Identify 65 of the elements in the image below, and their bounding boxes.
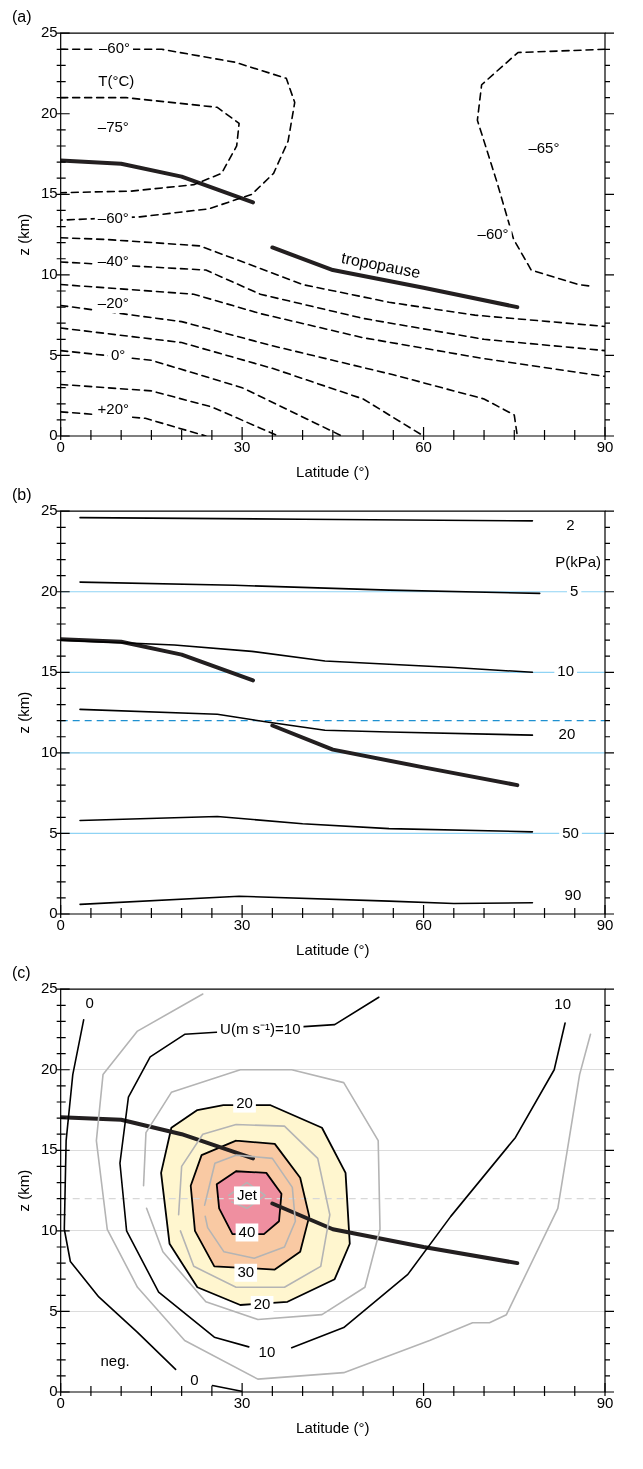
x-tick-label: 30 [233,916,251,934]
annotation: 20 [253,1295,271,1313]
annotation: 10 [557,662,575,680]
annotation: 10 [258,1343,276,1361]
annotation: –65° [528,139,560,157]
text: tropopause [340,249,422,282]
annotation: –40° [97,252,129,270]
annotation: 5 [569,581,579,599]
y-tick-label: 20 [41,581,58,599]
y-tick-label: 15 [41,1140,58,1158]
annotation: 90 [564,885,582,903]
annotation: 20 [558,725,576,743]
y-tick-label: 25 [41,501,58,519]
x-tick-label: 60 [415,916,432,934]
x-axis-title: Latitude (°) [296,463,370,481]
annotation: 0 [190,1370,199,1388]
annotation: 0° [110,345,126,363]
chart-title: (c) [12,964,31,982]
x-axis-title: Latitude (°) [296,1419,370,1437]
y-tick-label: 5 [49,823,58,841]
x-tick-label: 30 [233,438,251,456]
y-tick-label: 0 [49,904,58,922]
x-tick-label: 90 [596,916,614,934]
annotation: 20 [236,1093,253,1111]
y-tick-label: 20 [41,103,58,121]
y-tick-label: 25 [41,979,58,997]
annotation: –60° [477,224,509,242]
y-tick-label: 15 [41,184,58,202]
x-tick-label: 60 [415,438,432,456]
x-tick-label: 90 [596,438,614,456]
annotation: U(m s⁻¹)=10 [220,1019,301,1037]
y-axis-title: z (km) [15,213,33,256]
annotation: –20° [97,294,129,312]
x-tick-label: 60 [415,1394,432,1412]
annotation: 30 [237,1262,255,1280]
annotation: –75° [97,118,129,136]
y-tick-label: 5 [49,345,58,363]
y-tick-label: 20 [41,1059,58,1077]
y-tick-label: 5 [49,1301,58,1319]
chart-title: (a) [12,8,32,26]
x-tick-label: 90 [596,1394,614,1412]
x-tick-label: 30 [233,1394,251,1412]
annotation: +20° [97,400,130,418]
annotation: T(°C) [98,71,135,89]
y-tick-label: 10 [41,265,58,283]
annotation: –60° [99,39,131,57]
y-tick-label: 0 [49,426,58,444]
y-tick-label: 10 [41,743,58,761]
annotation: 2 [566,515,575,533]
annotation: 50 [562,823,579,841]
x-axis-title: Latitude (°) [296,941,370,959]
chart-title: (b) [12,486,32,504]
annotation: 10 [554,995,572,1013]
annotation: P(kPa) [555,553,601,571]
y-tick-label: 10 [41,1221,58,1239]
y-tick-label: 25 [41,23,58,41]
annotation: 0 [85,993,94,1011]
y-tick-label: 15 [41,662,58,680]
annotation: –60° [97,208,129,226]
y-axis-title: z (km) [15,1169,33,1212]
annotation: neg. [100,1351,130,1369]
annotation: Jet [236,1185,258,1203]
annotation: 40 [238,1222,256,1240]
y-tick-label: 0 [49,1382,58,1400]
y-axis-title: z (km) [15,691,33,734]
